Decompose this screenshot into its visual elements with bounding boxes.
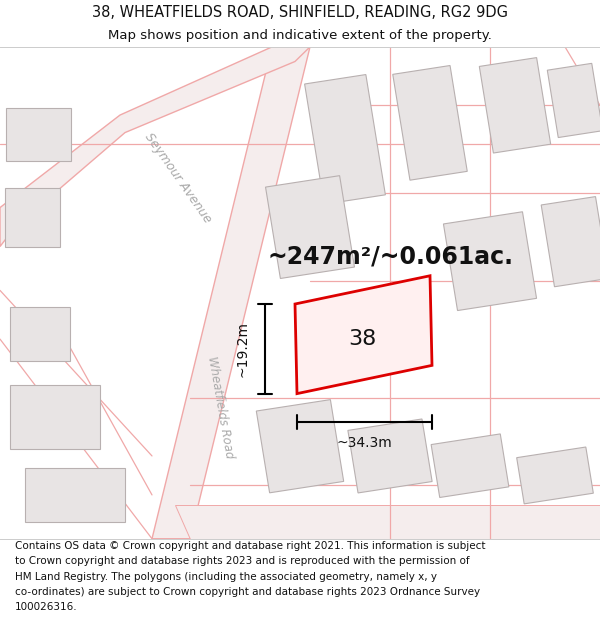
- Text: Contains OS data © Crown copyright and database right 2021. This information is : Contains OS data © Crown copyright and d…: [15, 541, 485, 551]
- Text: ~19.2m: ~19.2m: [236, 321, 250, 377]
- Polygon shape: [266, 176, 355, 279]
- Text: 38, WHEATFIELDS ROAD, SHINFIELD, READING, RG2 9DG: 38, WHEATFIELDS ROAD, SHINFIELD, READING…: [92, 4, 508, 19]
- Polygon shape: [175, 504, 600, 539]
- Polygon shape: [5, 188, 59, 246]
- Text: Map shows position and indicative extent of the property.: Map shows position and indicative extent…: [108, 29, 492, 42]
- Polygon shape: [25, 468, 125, 522]
- Polygon shape: [479, 58, 551, 153]
- Polygon shape: [10, 308, 70, 361]
- Polygon shape: [0, 47, 310, 246]
- Polygon shape: [295, 276, 432, 394]
- Text: to Crown copyright and database rights 2023 and is reproduced with the permissio: to Crown copyright and database rights 2…: [15, 556, 470, 566]
- Polygon shape: [443, 212, 536, 311]
- Polygon shape: [547, 63, 600, 138]
- Text: Wheatfields Road: Wheatfields Road: [205, 355, 235, 459]
- Polygon shape: [256, 399, 344, 493]
- Polygon shape: [305, 74, 385, 204]
- Polygon shape: [541, 197, 600, 287]
- Text: 100026316.: 100026316.: [15, 602, 77, 612]
- Polygon shape: [10, 386, 100, 449]
- Polygon shape: [5, 107, 71, 161]
- Text: ~247m²/~0.061ac.: ~247m²/~0.061ac.: [267, 244, 513, 268]
- Polygon shape: [348, 419, 432, 493]
- Text: Seymour Avenue: Seymour Avenue: [142, 131, 214, 226]
- Text: ~34.3m: ~34.3m: [337, 436, 392, 450]
- Text: 38: 38: [348, 329, 376, 349]
- Text: co-ordinates) are subject to Crown copyright and database rights 2023 Ordnance S: co-ordinates) are subject to Crown copyr…: [15, 587, 480, 597]
- Text: HM Land Registry. The polygons (including the associated geometry, namely x, y: HM Land Registry. The polygons (includin…: [15, 571, 437, 581]
- Polygon shape: [393, 66, 467, 180]
- Polygon shape: [517, 447, 593, 504]
- Polygon shape: [431, 434, 509, 498]
- Polygon shape: [152, 47, 310, 539]
